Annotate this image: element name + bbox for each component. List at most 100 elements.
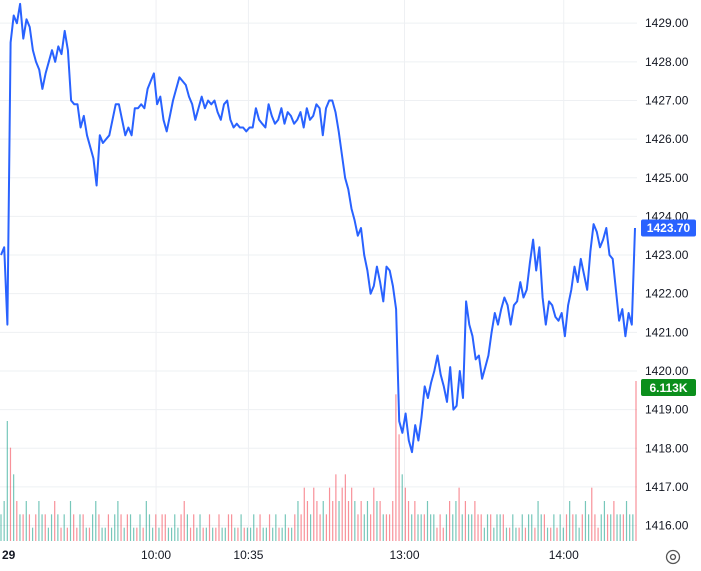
volume-bar: [303, 487, 305, 541]
volume-bar: [395, 394, 397, 541]
volume-bar: [79, 514, 81, 541]
volume-bar: [452, 514, 454, 541]
volume-bar: [126, 514, 128, 541]
volume-bar: [158, 527, 160, 541]
volume-bar: [104, 527, 106, 541]
volume-bar: [98, 514, 100, 541]
volume-bar: [57, 514, 59, 541]
volume-bar: [145, 501, 147, 541]
volume-bar: [310, 514, 312, 541]
volume-bar: [360, 501, 362, 541]
volume-bar: [297, 501, 299, 541]
volume-label: 6.113K: [649, 381, 687, 395]
grid-lines: [0, 0, 637, 541]
volume-bar: [177, 527, 179, 541]
volume-bar: [543, 514, 545, 541]
volume-bar: [164, 514, 166, 541]
volume-bar: [433, 514, 435, 541]
volume-bar: [287, 527, 290, 541]
volume-bar: [610, 514, 612, 541]
volume-bar: [202, 527, 204, 541]
volume-bar: [347, 501, 350, 541]
volume-bar: [3, 501, 5, 541]
y-tick-label: 1421.00: [645, 325, 689, 339]
volume-bar: [234, 527, 236, 541]
volume-bar: [322, 501, 324, 541]
volume-bar: [344, 474, 346, 541]
volume-bar: [85, 527, 87, 541]
volume-bar: [142, 527, 144, 541]
volume-bar: [417, 514, 419, 541]
volume-bar: [294, 514, 296, 541]
volume-bar: [442, 527, 444, 541]
time-axis[interactable]: 29 10:00 10:35 13:00 14:00: [2, 548, 579, 562]
volume-bar: [319, 514, 321, 541]
volume-bar: [253, 514, 255, 541]
volume-bar: [461, 514, 463, 541]
volume-bar: [546, 527, 549, 541]
volume-bar: [471, 514, 473, 541]
volume-bar: [123, 527, 125, 541]
volume-bar: [28, 514, 31, 541]
volume-bar: [591, 487, 593, 541]
volume-bar: [373, 487, 375, 541]
volume-bar: [92, 514, 94, 541]
volume-bar: [278, 527, 280, 541]
volume-bar: [82, 514, 84, 541]
volume-bar: [493, 527, 495, 541]
volume-bar: [41, 514, 43, 541]
volume-bar: [341, 487, 343, 541]
y-tick-label: 1416.00: [645, 519, 689, 533]
volume-bar: [401, 474, 403, 541]
volume-bar: [357, 514, 359, 541]
volume-bar: [227, 514, 230, 541]
volume-bar: [436, 527, 438, 541]
volume-bar: [445, 514, 448, 541]
volume-bar: [382, 514, 384, 541]
volume-bar: [490, 514, 492, 541]
volume-bar: [565, 514, 568, 541]
volume-bar: [240, 514, 242, 541]
volume-bar: [537, 501, 539, 541]
volume-bar: [388, 514, 391, 541]
volume-bar: [483, 527, 485, 541]
volume-bar: [553, 514, 555, 541]
volume-bar: [622, 514, 624, 541]
volume-bar: [31, 527, 34, 541]
volume-bar: [212, 527, 214, 541]
volume-bar: [597, 527, 599, 541]
volume-bar: [272, 527, 274, 541]
volume-bar: [152, 527, 154, 541]
volume-bar: [180, 514, 182, 541]
volume-bar: [632, 514, 634, 541]
gear-icon[interactable]: [665, 549, 681, 565]
volume-bar: [464, 501, 467, 541]
price-axis[interactable]: 1429.001428.001427.001426.001425.001424.…: [645, 16, 689, 532]
volume-bar: [572, 514, 574, 541]
volume-bar: [540, 514, 542, 541]
volume-bar: [518, 527, 520, 541]
volume-bar: [562, 527, 564, 541]
volume-bar: [237, 527, 239, 541]
volume-bar: [584, 501, 587, 541]
volume-bar: [47, 527, 49, 541]
volume-bar: [107, 514, 110, 541]
volume-bar: [259, 514, 261, 541]
volume-bar: [335, 474, 337, 541]
volume-bar: [619, 514, 621, 541]
y-tick-label: 1425.00: [645, 171, 689, 185]
volume-bar: [73, 514, 75, 541]
volume-bar: [60, 527, 62, 541]
volume-bar: [193, 514, 195, 541]
volume-bar: [534, 527, 536, 541]
y-tick-label: 1422.00: [645, 287, 689, 301]
volume-bar: [95, 501, 97, 541]
volume-bar: [392, 501, 394, 541]
volume-bar: [25, 501, 27, 541]
volume-bar: [606, 514, 609, 541]
volume-bar: [420, 514, 422, 541]
y-tick-label: 1423.00: [645, 248, 689, 262]
y-tick-label: 1418.00: [645, 441, 689, 455]
volume-bar: [385, 514, 388, 541]
